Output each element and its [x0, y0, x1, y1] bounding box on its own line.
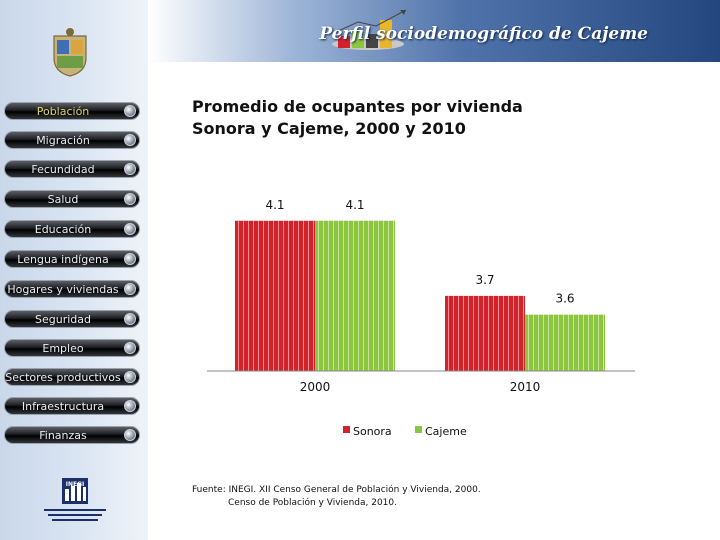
sidebar-item-label: Seguridad: [35, 313, 91, 326]
chart-title-line-1: Promedio de ocupantes por vivienda: [192, 97, 523, 116]
sidebar-knob-icon: [124, 313, 136, 325]
bar-chart-icon: [332, 9, 407, 50]
sidebar-item-label: Finanzas: [39, 429, 87, 442]
data-label: 3.7: [475, 273, 494, 287]
sidebar: Población Migración Fecundidad Salud Educaci…: [0, 0, 148, 540]
data-label: 3.6: [555, 292, 574, 306]
sidebar-item-3[interactable]: Salud: [4, 190, 140, 208]
x-tick-label: 2010: [510, 380, 541, 394]
sidebar-knob-icon: [124, 163, 136, 175]
legend-label-cajeme: Cajeme: [425, 425, 467, 438]
sidebar-item-label: Lengua indígena: [17, 253, 109, 266]
sidebar-knob-icon: [124, 400, 136, 412]
data-label: 4.1: [265, 198, 284, 212]
sidebar-knob-icon: [124, 371, 136, 383]
sidebar-item-8[interactable]: Empleo: [4, 339, 140, 357]
bar-cajeme-2000: [315, 220, 395, 371]
x-tick-label: 2000: [300, 380, 331, 394]
sidebar-item-label: Hogares y viviendas: [7, 283, 119, 296]
sidebar-item-0[interactable]: Población: [4, 102, 140, 120]
sidebar-item-label: Empleo: [42, 342, 84, 355]
bar-cajeme-2010: [525, 314, 605, 371]
sidebar-item-label: Migración: [36, 134, 90, 147]
sidebar-item-label: Sectores productivos: [5, 371, 121, 384]
data-label: 4.1: [345, 198, 364, 212]
sidebar-knob-icon: [124, 223, 136, 235]
header-banner: Perfil sociodemográfico de Cajeme: [148, 0, 720, 62]
legend-swatch-cajeme: [415, 426, 422, 433]
source-line-1: Fuente: INEGI. XII Censo General de Pobl…: [192, 485, 481, 495]
sidebar-item-2[interactable]: Fecundidad: [4, 160, 140, 178]
bar-sonora-2000: [235, 220, 315, 371]
sidebar-item-label: Fecundidad: [31, 163, 95, 176]
sidebar-item-6[interactable]: Hogares y viviendas: [4, 280, 140, 298]
sidebar-item-1[interactable]: Migración: [4, 131, 140, 149]
source-line-2: Censo de Población y Vivienda, 2010.: [228, 498, 397, 508]
sidebar-knob-icon: [124, 342, 136, 354]
sidebar-knob-icon: [124, 105, 136, 117]
page-title: Perfil sociodemográfico de Cajeme: [319, 24, 648, 44]
sidebar-knob-icon: [124, 429, 136, 441]
sidebar-item-10[interactable]: Infraestructura: [4, 397, 140, 415]
bar-sonora-2010: [445, 295, 525, 371]
sidebar-item-11[interactable]: Finanzas: [4, 426, 140, 444]
legend-swatch-sonora: [343, 426, 350, 433]
legend-label-sonora: Sonora: [353, 425, 392, 438]
inegi-logo: INEGI: [44, 478, 106, 521]
source-note: Fuente: INEGI. XII Censo General de Pobl…: [192, 484, 481, 510]
chart-title-line-2: Sonora y Cajeme, 2000 y 2010: [192, 119, 466, 138]
chart-title: Promedio de ocupantes por vivienda Sonor…: [192, 96, 523, 140]
sidebar-item-label: Población: [36, 105, 90, 118]
sidebar-item-4[interactable]: Educación: [4, 220, 140, 238]
sidebar-item-7[interactable]: Seguridad: [4, 310, 140, 328]
sidebar-item-label: Educación: [34, 223, 92, 236]
sidebar-item-label: Infraestructura: [21, 400, 105, 413]
inegi-logo-text: INEGI: [66, 481, 85, 488]
sidebar-knob-icon: [124, 253, 136, 265]
sidebar-knob-icon: [124, 134, 136, 146]
sidebar-knob-icon: [124, 283, 136, 295]
coat-of-arms-logo: [53, 28, 87, 77]
sidebar-item-5[interactable]: Lengua indígena: [4, 250, 140, 268]
sidebar-knob-icon: [124, 193, 136, 205]
sidebar-item-label: Salud: [47, 193, 79, 206]
sidebar-item-9[interactable]: Sectores productivos: [4, 368, 140, 386]
bar-chart: 4.1 4.1 2000 3.7 3.6 2010 Sonora Cajeme: [207, 198, 635, 438]
